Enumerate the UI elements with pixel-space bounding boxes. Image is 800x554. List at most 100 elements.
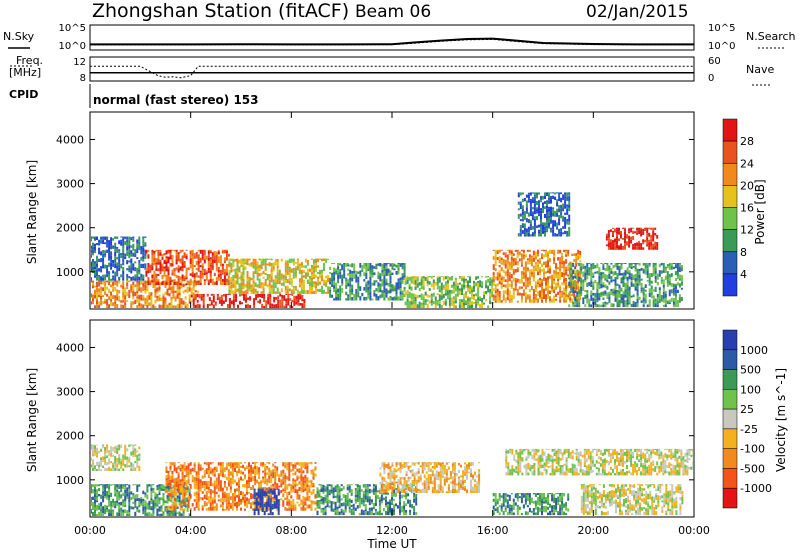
power-cell <box>606 279 609 283</box>
velocity-cell <box>104 489 107 493</box>
velocity-cell <box>244 503 246 507</box>
power-cell <box>670 283 673 287</box>
power-cell <box>534 288 537 293</box>
power-cell <box>94 250 96 254</box>
power-cell <box>270 284 273 289</box>
power-cell <box>375 293 378 298</box>
power-cell <box>594 305 597 308</box>
velocity-cell <box>124 501 127 505</box>
velocity-cell <box>314 501 317 505</box>
power-cell <box>248 258 251 261</box>
velocity-cell <box>199 479 202 483</box>
velocity-cell <box>165 462 168 464</box>
power-cell <box>170 296 173 300</box>
power-cell <box>678 278 681 281</box>
power-cell <box>140 250 143 255</box>
power-cell <box>136 286 139 291</box>
power-cell <box>658 270 661 274</box>
velocity-cell <box>179 481 182 484</box>
power-cell <box>349 289 352 293</box>
power-cell <box>243 293 245 297</box>
power-cell <box>608 294 611 297</box>
power-cell <box>385 263 388 266</box>
velocity-cell <box>330 501 333 504</box>
power-cell <box>148 291 151 296</box>
power-cell <box>527 232 530 237</box>
power-cell <box>440 282 443 286</box>
power-cell <box>252 261 255 265</box>
power-cell <box>563 282 566 286</box>
power-cell <box>572 287 575 291</box>
power-cell <box>323 266 325 271</box>
power-cell <box>662 298 665 303</box>
velocity-cell <box>201 507 204 511</box>
velocity-cell <box>248 482 250 486</box>
power-cell <box>539 297 541 300</box>
power-cell <box>377 290 380 293</box>
power-cell <box>389 270 392 274</box>
velocity-cell <box>294 467 297 469</box>
velocity-cell <box>217 473 220 477</box>
power-cell <box>146 295 149 298</box>
power-cell <box>118 299 121 302</box>
velocity-cell <box>116 496 119 501</box>
power-cell <box>483 295 486 300</box>
velocity-cell <box>136 498 139 501</box>
velocity-cell <box>225 476 228 481</box>
velocity-cell <box>162 501 165 506</box>
velocity-cell <box>120 494 123 499</box>
power-cell <box>110 266 113 270</box>
power-cell <box>517 216 520 219</box>
power-cell <box>674 293 677 297</box>
power-cell <box>365 286 368 291</box>
velocity-cell <box>183 508 186 511</box>
power-cell <box>412 293 415 296</box>
velocity-cell <box>306 491 309 496</box>
power-cell <box>228 261 231 264</box>
power-cell <box>259 293 262 295</box>
power-cell <box>660 270 663 274</box>
power-cell <box>347 282 350 287</box>
velocity-cell <box>255 505 258 509</box>
power-cell <box>412 295 415 300</box>
velocity-cell <box>244 494 246 497</box>
power-cell <box>238 289 241 294</box>
power-cell <box>521 214 524 219</box>
power-cell <box>165 250 168 255</box>
power-cell <box>209 279 212 283</box>
power-cell <box>626 304 629 308</box>
velocity-cell <box>181 472 184 476</box>
velocity-cell <box>193 470 196 473</box>
power-cell <box>648 264 651 267</box>
velocity-cell <box>259 505 262 508</box>
power-cell <box>517 208 520 211</box>
power-cell <box>240 287 243 290</box>
velocity-cell <box>231 462 234 464</box>
power-cell <box>145 249 148 251</box>
power-cell <box>554 211 557 214</box>
power-cell <box>355 278 358 283</box>
power-cell <box>209 276 212 279</box>
power-cell <box>471 304 473 308</box>
power-cell <box>136 276 139 281</box>
power-cell <box>300 273 303 276</box>
power-cell <box>434 300 437 305</box>
power-cell <box>185 273 188 278</box>
velocity-cell <box>96 506 98 511</box>
power-cell <box>529 220 532 225</box>
power-cell <box>584 272 587 277</box>
velocity-cell <box>264 478 267 481</box>
power-cell <box>567 294 570 298</box>
velocity-cell <box>174 512 177 516</box>
velocity-cell <box>207 462 210 464</box>
power-cell <box>422 302 425 305</box>
power-cell <box>96 276 98 281</box>
velocity-cell <box>91 446 92 450</box>
power-cell <box>602 297 605 300</box>
power-cell <box>626 234 628 239</box>
velocity-cell <box>270 470 273 472</box>
power-cell <box>551 251 554 254</box>
power-cell <box>524 285 527 290</box>
velocity-cell <box>94 491 96 495</box>
power-cell <box>142 243 145 246</box>
